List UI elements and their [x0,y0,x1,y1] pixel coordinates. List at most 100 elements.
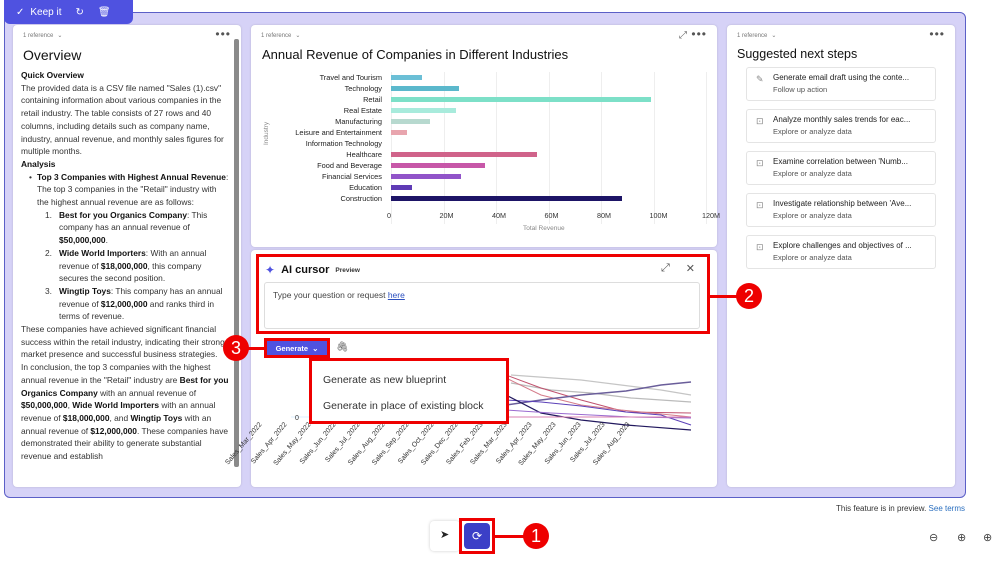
bar-label: Real Estate [343,106,382,115]
more-options-icon[interactable]: ••• [929,27,945,41]
pointer-icon: ➤ [440,529,450,541]
keep-it-button[interactable]: ✓ Keep it [16,6,62,18]
chevron-down-icon: ⌄ [57,33,63,39]
bar-row: Real Estate [251,105,717,116]
chevron-down-icon: ⌄ [771,33,777,39]
zoom-in-icon[interactable]: ⊕ [983,532,993,544]
bar-row: Retail [251,94,717,105]
chevron-down-icon: ⌄ [312,343,319,353]
pencil-icon: ✎ [756,74,764,84]
expand-icon[interactable]: ⤢ [660,262,670,274]
step-item[interactable]: ✎ Generate email draft using the conte...… [746,67,936,101]
prompt-input[interactable]: Type your question or request here [264,282,700,329]
ai-cursor-button[interactable]: ⟳ [459,518,495,554]
bar-label: Food and Beverage [317,161,382,170]
gridline [391,72,392,224]
chart-title: Annual Revenue of Companies in Different… [262,47,569,62]
gridline [706,72,707,224]
bar-label: Information Technology [305,139,382,148]
gridline [496,72,497,224]
ai-cursor-panel: ✦ AI cursor Preview ⤢ ✕ Type your questi… [256,254,710,334]
bar-row: Healthcare [251,149,717,160]
gridline [443,72,445,224]
overview-card: 1 reference ⌄ ••• Overview Quick Overview… [13,25,241,487]
close-icon[interactable]: ✕ [685,263,695,275]
chart-icon: ⊡ [756,242,764,252]
generate-button[interactable]: Generate ⌄ [264,338,330,358]
see-terms-link[interactable]: See terms [928,504,965,513]
bar-label: Financial Services [322,172,382,181]
callout-1: 1 [523,523,549,549]
reference-dropdown[interactable]: 1 reference ⌄ [737,32,777,40]
gridline [548,72,550,224]
fit-view-icon[interactable]: ⊕ [957,532,967,544]
menu-item-replace-block[interactable]: Generate in place of existing block [323,400,484,412]
scrollbar[interactable] [234,39,239,467]
reference-dropdown[interactable]: 1 reference ⌄ [261,32,301,40]
copilot-icon: ✦ [265,263,276,277]
chart-icon: ⊡ [756,116,764,126]
bar[interactable] [391,196,623,201]
bar[interactable] [391,174,462,179]
x-tick: 80M [597,211,611,220]
bar-row: Technology [251,83,717,94]
bar[interactable] [391,163,485,168]
bar[interactable] [391,97,651,102]
step-item[interactable]: ⊡ Explore challenges and objectives of ..… [746,235,936,269]
callout-connector [709,295,737,298]
ai-cursor-footer [256,334,710,362]
bar[interactable] [391,130,407,135]
bar[interactable] [391,185,412,190]
chart-icon: ⊡ [756,158,764,168]
step-item[interactable]: ⊡ Analyze monthly sales trends for eac...… [746,109,936,143]
x-tick: 60M [544,211,559,220]
x-axis-label: Total Revenue [523,225,565,232]
chevron-down-icon: ⌄ [295,33,301,39]
bar-row: Information Technology [251,138,717,149]
more-options-icon[interactable]: ••• [215,27,231,41]
bar-row: Food and Beverage [251,160,717,171]
zoom-out-icon[interactable]: ⊖ [929,532,939,544]
select-tool-button[interactable]: ➤ [430,521,460,551]
generate-menu: Generate as new blueprint Generate in pl… [309,358,509,424]
bar[interactable] [391,152,537,157]
suggested-steps-card: 1 reference ⌄ ••• Suggested next steps ✎ G… [727,25,955,487]
chart-icon: ⊡ [756,200,764,210]
x-tick: 120M [702,211,720,220]
attach-icon[interactable]: 🖇 [336,342,349,353]
bar[interactable] [391,86,459,91]
menu-item-new-blueprint[interactable]: Generate as new blueprint [323,374,447,386]
bar-row: Education [251,182,717,193]
bar[interactable] [391,119,430,124]
expand-icon[interactable]: ⤢ [679,30,687,41]
svg-text:0: 0 [295,415,299,422]
x-tick: 20M [439,211,454,220]
reference-dropdown[interactable]: 1 reference ⌄ [23,32,63,40]
bar-label: Manufacturing [335,117,382,126]
more-options-icon[interactable]: ••• [691,27,707,41]
bar-label: Healthcare [346,150,382,159]
callout-2: 2 [736,283,762,309]
checkmark-icon: ✓ [16,6,25,18]
overview-title: Overview [23,47,82,63]
bar[interactable] [391,108,456,113]
step-item[interactable]: ⊡ Investigate relationship between 'Ave..… [746,193,936,227]
callout-connector [495,535,525,538]
keep-toolbar: ✓ Keep it ↻ 🗑 [4,0,133,24]
bar-chart-card: 1 reference ⌄ ⤢ ••• Annual Revenue of Com… [251,25,720,247]
bar-label: Leisure and Entertainment [295,128,382,137]
refresh-icon[interactable]: ↻ [75,6,84,18]
bar-label: Technology [344,84,382,93]
bar-row: Manufacturing [251,116,717,127]
steps-title: Suggested next steps [737,47,858,61]
x-tick: 100M [649,211,668,220]
ai-cursor-icon: ⟳ [464,523,490,549]
step-item[interactable]: ⊡ Examine correlation between 'Numb... Exp… [746,151,936,185]
preview-badge: Preview [335,266,360,274]
y-axis-label: Industry [263,121,270,145]
trash-icon[interactable]: 🗑 [97,6,111,18]
bar-label: Education [349,183,382,192]
bar-label: Construction [340,194,383,203]
overview-text: Quick Overview The provided data is a CS… [21,70,229,462]
bar[interactable] [391,75,423,80]
